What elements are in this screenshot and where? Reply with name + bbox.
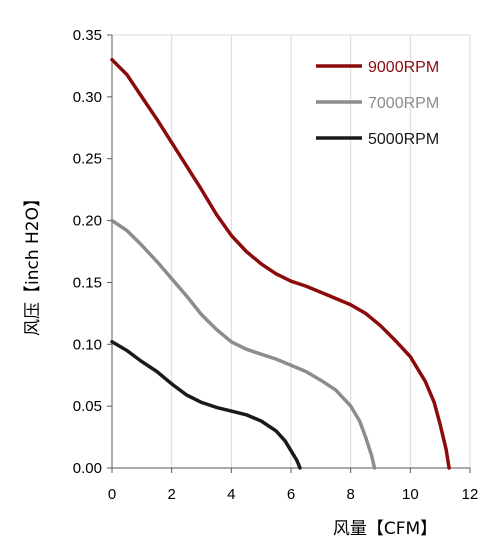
x-axis-label: 风量【CFM】 [333, 519, 437, 539]
grid-layer [112, 34, 471, 468]
x-tick-label: 10 [402, 486, 419, 503]
series-layer [110, 57, 451, 470]
y-tick-label: 0.15 [73, 274, 102, 291]
x-tick-label: 6 [287, 486, 295, 503]
tick-label-layer: 0.00 0.05 0.10 0.15 0.20 0.25 0.30 0.35 0 2 4 6 8 10 1… [73, 27, 479, 503]
y-tick-label: 0.30 [73, 89, 102, 106]
x-tick-label: 4 [227, 486, 235, 503]
x-tick-label: 12 [462, 486, 479, 503]
y-tick-label: 0.00 [73, 460, 102, 477]
legend-label-9000rpm: 9000RPM [368, 59, 439, 76]
series-line-7000rpm [110, 218, 377, 470]
legend-label-7000rpm: 7000RPM [368, 95, 439, 112]
y-tick-label: 0.05 [73, 398, 102, 415]
legend-label-5000rpm: 5000RPM [368, 131, 439, 148]
x-tick-label: 2 [167, 486, 175, 503]
legend: 9000RPM 7000RPM 5000RPM [316, 59, 439, 148]
x-tick-label: 0 [108, 486, 116, 503]
series-line-5000rpm [110, 340, 302, 470]
series-line-9000rpm [110, 57, 451, 470]
y-tick-label: 0.25 [73, 151, 102, 168]
y-tick-label: 0.20 [73, 213, 102, 230]
y-tick-label: 0.35 [73, 27, 102, 44]
x-tick-label: 8 [346, 486, 354, 503]
y-axis-label: 风压【inch H2O】 [23, 190, 43, 336]
y-tick-label: 0.10 [73, 336, 102, 353]
